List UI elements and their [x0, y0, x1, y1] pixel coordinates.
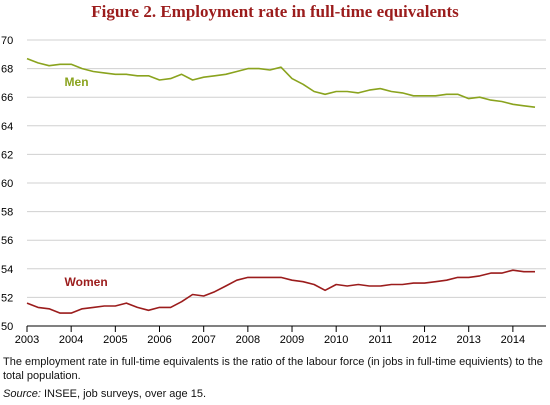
- y-tick-label: 52: [1, 292, 13, 304]
- source-label: Source:: [3, 388, 41, 400]
- chart-source: Source: INSEE, job surveys, over age 15.: [3, 387, 206, 401]
- x-tick-label: 2013: [456, 334, 480, 346]
- y-tick-label: 66: [1, 92, 13, 104]
- x-tick-label: 2005: [103, 334, 127, 346]
- x-tick-label: 2003: [15, 334, 39, 346]
- line-chart: 50 52 54 56 58 60 62 64 66 68 70 2003 2004 2005 2006 20…: [1, 35, 546, 346]
- y-tick-label: 68: [1, 64, 13, 76]
- y-tick-label: 58: [1, 207, 13, 219]
- x-tick-label: 2006: [147, 334, 171, 346]
- x-tick-label: 2010: [324, 334, 348, 346]
- x-tick-label: 2007: [191, 334, 215, 346]
- y-tick-label: 54: [1, 264, 13, 276]
- x-tick-label: 2008: [236, 334, 260, 346]
- source-text: INSEE, job surveys, over age 15.: [40, 388, 207, 400]
- axes: 50 52 54 56 58 60 62 64 66 68 70 2003 2004 2005 2006 20…: [1, 35, 546, 346]
- x-tick-label: 2012: [412, 334, 436, 346]
- x-tick-label: 2009: [280, 334, 304, 346]
- y-tick-label: 60: [1, 178, 13, 190]
- x-tick-label: 2004: [59, 334, 83, 346]
- x-tick-label: 2014: [501, 334, 525, 346]
- series-label-men: Men: [65, 75, 89, 89]
- series-lines: [26, 57, 536, 314]
- series-label-women: Women: [65, 275, 108, 289]
- gridlines: [27, 39, 546, 298]
- y-tick-label: 56: [1, 235, 13, 247]
- x-tick-label: 2011: [369, 334, 393, 346]
- y-tick-label: 50: [1, 321, 13, 333]
- y-tick-label: 70: [1, 35, 13, 47]
- y-tick-label: 64: [1, 121, 13, 133]
- series-line-women: [26, 269, 535, 314]
- series-line-men: [26, 57, 536, 108]
- y-tick-label: 62: [1, 149, 13, 161]
- chart-title: Figure 2. Employment rate in full-time e…: [91, 2, 459, 21]
- chart-footnote: The employment rate in full-time equival…: [3, 356, 543, 382]
- series-labels: Men Women: [65, 75, 108, 289]
